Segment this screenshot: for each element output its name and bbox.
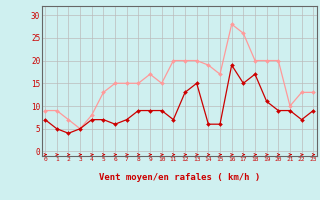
X-axis label: Vent moyen/en rafales ( km/h ): Vent moyen/en rafales ( km/h ) (99, 173, 260, 182)
